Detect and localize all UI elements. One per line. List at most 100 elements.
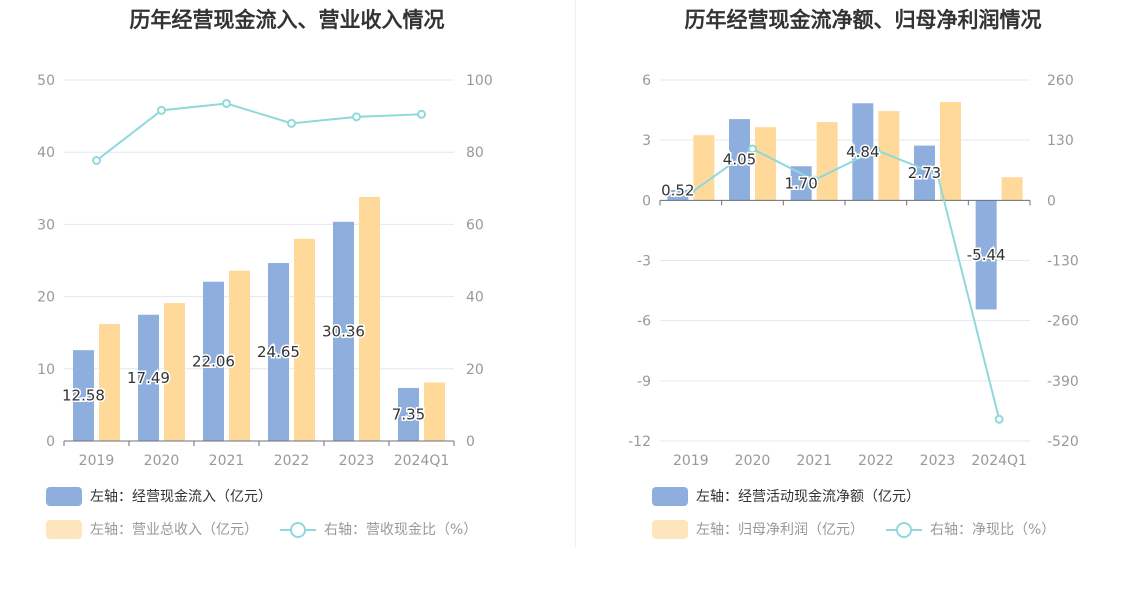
ratio-point <box>92 156 101 166</box>
legend-line-icon <box>886 520 922 539</box>
legend-label: 右轴：营收现金比（%） <box>324 522 478 538</box>
data-label: 22.06 <box>192 352 235 370</box>
left-axis-tick-label: 10 <box>37 362 55 378</box>
ratio-point <box>686 188 696 198</box>
data-label: 0.52 <box>661 181 694 199</box>
right-chart-panel: 历年经营现金流净额、归母净利润情况 -12 -9 -6 -3 0 3 6 -520 -390 -2… <box>576 0 1148 550</box>
ratio-point <box>157 105 166 115</box>
right-axis-tick-label: -520 <box>1047 434 1079 450</box>
data-label: 4.05 <box>723 151 756 169</box>
x-axis-tick-label: 2024Q1 <box>971 453 1027 469</box>
legend-label: 左轴：营业总收入（亿元） <box>90 522 258 538</box>
legend-item-cash-ratio[interactable]: 右轴：净现比（%） <box>886 519 1055 539</box>
ratio-point <box>222 98 231 108</box>
right-axis-tick-label: -130 <box>1047 254 1079 270</box>
left-axis-tick-label: -3 <box>637 254 651 270</box>
left-axis-tick-label: 50 <box>37 73 55 89</box>
bar-orange <box>816 122 838 201</box>
ratio-point <box>287 118 296 128</box>
bar-orange <box>229 270 250 441</box>
left-axis-tick-label: 0 <box>46 434 55 450</box>
ratio-point <box>748 144 757 154</box>
right-axis-tick-label: 40 <box>466 290 484 306</box>
right-axis-tick-label: 260 <box>1047 73 1074 89</box>
legend-item-ratio[interactable]: 右轴：营收现金比（%） <box>280 519 477 539</box>
bar-blue <box>268 263 289 441</box>
x-axis-tick-label: 2023 <box>339 453 375 469</box>
bar-orange <box>693 135 715 201</box>
data-label: -5.44 <box>967 246 1006 264</box>
legend-swatch-orange <box>652 519 688 539</box>
x-axis-tick-label: 2022 <box>274 453 310 469</box>
right-chart-title: 历年经营现金流净额、归母净利润情况 <box>684 8 1042 32</box>
left-axis-tick-label: 0 <box>642 193 651 209</box>
left-axis-tick-label: 20 <box>37 290 55 306</box>
left-axis-tick-label: 40 <box>37 145 55 161</box>
data-label: 17.49 <box>127 369 170 387</box>
bar-blue <box>73 350 94 441</box>
x-axis-tick-label: 2020 <box>144 453 180 469</box>
legend-swatch-blue <box>652 486 688 506</box>
bar-blue <box>852 103 874 201</box>
ratio-point <box>417 109 426 119</box>
left-chart-panel: 历年经营现金流入、营业收入情况 0 10 20 30 40 50 0 20 40 60 80 100 2… <box>0 0 574 550</box>
legend-label: 右轴：净现比（%） <box>930 522 1056 538</box>
right-axis-tick-label: 20 <box>466 362 484 378</box>
x-axis-tick-label: 2021 <box>796 453 832 469</box>
legend-item-revenue[interactable]: 左轴：营业总收入（亿元） <box>46 519 258 539</box>
bar-orange <box>424 382 445 441</box>
bar-orange <box>294 238 315 441</box>
left-axis-tick-label: 3 <box>642 133 651 149</box>
right-axis-tick-label: -260 <box>1047 314 1079 330</box>
x-axis-tick-label: 2019 <box>673 453 709 469</box>
right-chart-plot: -12 -9 -6 -3 0 3 6 -520 -390 -260 -130 0 130 260 2019 2… <box>628 73 1079 469</box>
legend-item-net-profit[interactable]: 左轴：归母净利润（亿元） <box>652 519 864 539</box>
right-axis-tick-label: 0 <box>1047 193 1056 209</box>
left-axis-tick-label: -9 <box>637 374 651 390</box>
right-axis-tick-label: 100 <box>466 73 493 89</box>
right-legend-row-2: 左轴：归母净利润（亿元） 右轴：净现比（%） <box>652 519 1077 539</box>
data-label: 24.65 <box>257 343 300 361</box>
left-legend-row-2: 左轴：营业总收入（亿元） 右轴：营收现金比（%） <box>46 519 499 539</box>
legend-label: 左轴：经营现金流入（亿元） <box>90 489 272 505</box>
data-label: 1.70 <box>784 174 817 192</box>
data-label: 4.84 <box>846 143 879 161</box>
bar-blue <box>914 145 935 201</box>
bar-orange <box>99 324 120 441</box>
right-axis-tick-label: 80 <box>466 145 484 161</box>
x-axis-tick-label: 2023 <box>920 453 956 469</box>
data-label: 7.35 <box>392 405 425 423</box>
ratio-point <box>933 170 942 180</box>
right-legend-row-1: 左轴：经营活动现金流净额（亿元） <box>652 486 942 506</box>
bar-blue <box>975 200 997 310</box>
bar-blue <box>203 281 224 441</box>
left-axis-tick-label: -12 <box>628 434 651 450</box>
ratio-line <box>95 102 422 162</box>
legend-item-cash-inflow[interactable]: 左轴：经营现金流入（亿元） <box>46 486 272 506</box>
legend-label: 左轴：经营活动现金流净额（亿元） <box>696 489 920 505</box>
data-label: 12.58 <box>62 387 105 405</box>
legend-swatch-blue <box>46 486 82 506</box>
left-chart-title: 历年经营现金流入、营业收入情况 <box>129 8 445 32</box>
right-axis-tick-label: 0 <box>466 434 475 450</box>
right-axis-tick-label: 60 <box>466 217 484 233</box>
ratio-point <box>994 414 1004 424</box>
bar-blue <box>138 314 159 441</box>
left-chart-plot: 0 10 20 30 40 50 0 20 40 60 80 100 2019 2020 2021 2022 2… <box>37 73 493 469</box>
bar-orange <box>940 102 961 201</box>
x-axis-tick-label: 2021 <box>209 453 245 469</box>
legend-label: 左轴：归母净利润（亿元） <box>696 522 864 538</box>
bar-orange <box>755 127 776 201</box>
bar-blue <box>398 387 419 441</box>
x-axis-tick-label: 2019 <box>79 453 115 469</box>
bar-blue <box>729 119 750 201</box>
ratio-point <box>352 112 361 122</box>
bar-blue <box>790 166 812 201</box>
data-label: 2.73 <box>908 164 941 182</box>
panel-divider <box>575 0 576 548</box>
x-axis-tick-label: 2020 <box>735 453 771 469</box>
ratio-point <box>871 145 881 155</box>
legend-item-net-cash[interactable]: 左轴：经营活动现金流净额（亿元） <box>652 486 920 506</box>
ratio-line <box>690 147 1001 420</box>
left-axis-tick-label: -6 <box>637 314 651 330</box>
